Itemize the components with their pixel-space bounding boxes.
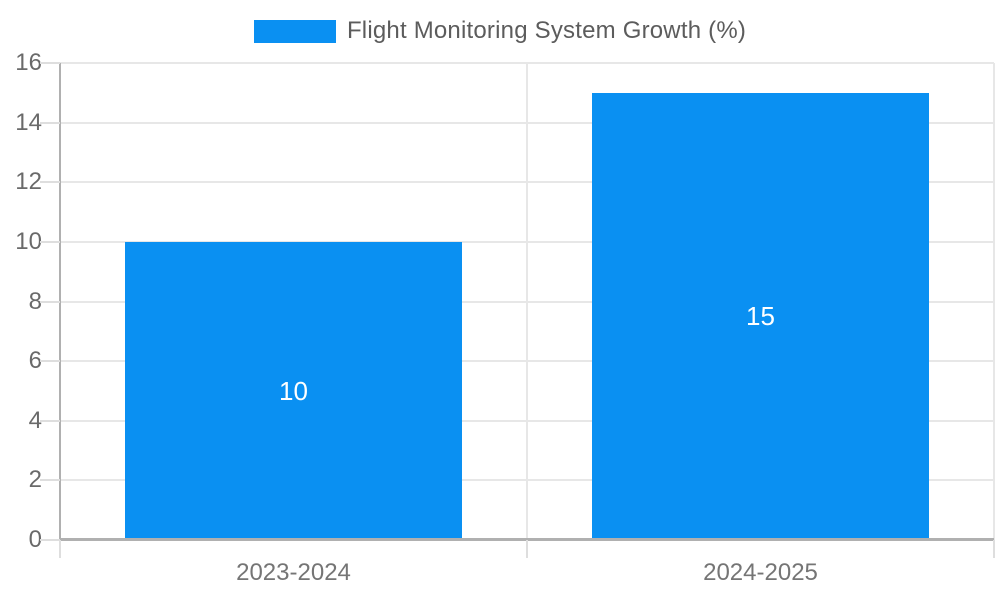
y-tick-mark	[40, 479, 60, 482]
y-tick-mark	[40, 62, 60, 64]
y-tick-mark	[40, 181, 60, 184]
x-axis-line	[60, 538, 994, 541]
x-axis-category-label: 2024-2025	[703, 559, 818, 586]
y-axis-tick-label: 14	[15, 108, 42, 136]
y-tick-mark	[40, 539, 60, 541]
y-axis-tick-label: 6	[28, 347, 42, 375]
bar-value-label: 15	[746, 301, 775, 332]
bar-value-label: 10	[279, 375, 308, 406]
x-tick-mark	[526, 540, 528, 558]
legend-swatch-icon	[253, 19, 336, 43]
y-tick-mark	[40, 240, 60, 243]
y-axis-tick-label: 12	[15, 168, 42, 196]
x-tick-mark	[993, 540, 995, 558]
y-tick-mark	[40, 360, 60, 363]
bar-2023-2024[interactable]: 10	[124, 241, 463, 540]
plot-area: 10 15	[59, 62, 995, 541]
x-gridline	[526, 63, 528, 540]
y-tick-mark	[40, 419, 60, 422]
legend[interactable]: Flight Monitoring System Growth (%)	[0, 17, 1000, 45]
y-axis-tick-label: 8	[28, 287, 42, 315]
y-axis-tick-label: 16	[15, 49, 42, 76]
y-tick-mark	[40, 300, 60, 303]
y-tick-mark	[40, 121, 60, 124]
y-gridline	[60, 62, 994, 64]
x-gridline	[993, 63, 995, 540]
legend-label: Flight Monitoring System Growth (%)	[346, 17, 747, 44]
y-axis-tick-label: 4	[28, 406, 42, 434]
y-axis-tick-label: 2	[28, 466, 42, 494]
bar-2024-2025[interactable]: 15	[591, 92, 930, 540]
x-axis-category-label: 2023-2024	[236, 559, 351, 586]
x-tick-mark	[59, 540, 61, 558]
y-axis-tick-label: 0	[28, 526, 42, 553]
y-axis-line	[59, 63, 61, 540]
y-axis-tick-label: 10	[15, 227, 42, 255]
